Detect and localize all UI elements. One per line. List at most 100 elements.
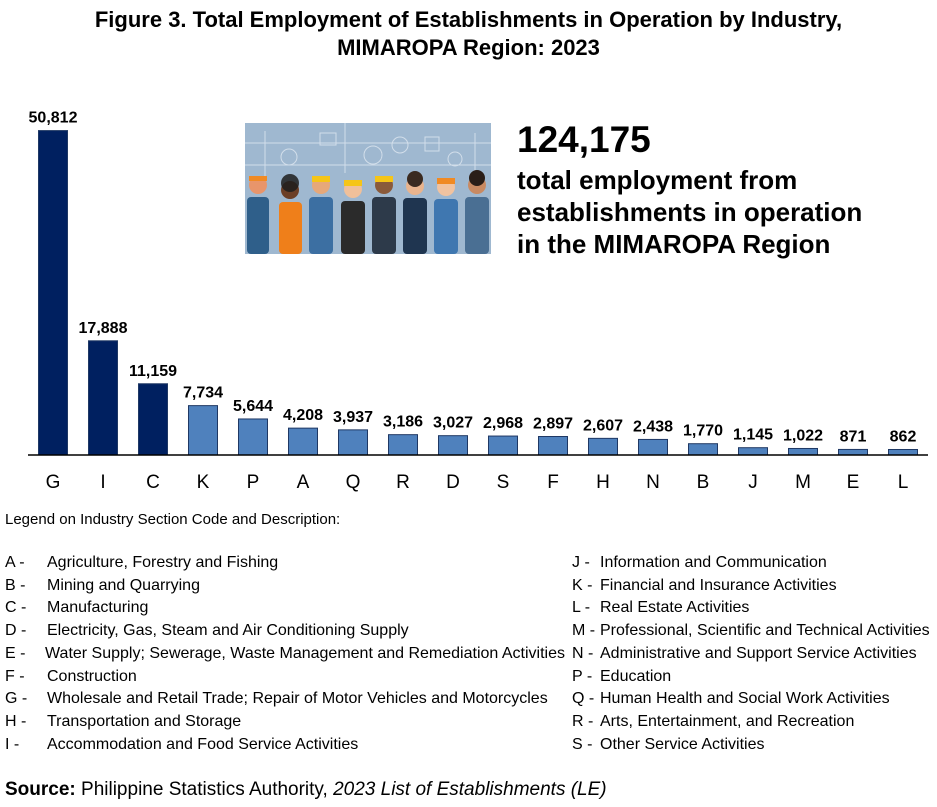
legend-item: N - Administrative and Support Service Ac… (572, 643, 932, 666)
data-label-Q: 3,937 (333, 409, 373, 426)
bar-chart: 50,812 G 17,888 I 11,159 C 7,734 K 5,644 P 4,208 A 3… (28, 110, 928, 493)
callout-line1: total employment from (517, 165, 798, 195)
legend-description: Accommodation and Food Service Activitie… (47, 735, 359, 753)
data-label-D: 3,027 (433, 415, 473, 432)
chart-title-line1: Figure 3. Total Employment of Establishm… (94, 7, 843, 32)
legend-code: J - (572, 554, 590, 571)
bar-M (788, 447, 818, 456)
data-label-L: 862 (890, 428, 917, 445)
x-tick-label-C: C (146, 472, 160, 493)
legend-code: P - (572, 667, 593, 685)
chart-title: Figure 3. Total Employment of Establishm… (0, 6, 937, 62)
bar-D (438, 435, 468, 456)
legend-code: K - (572, 576, 593, 594)
legend-description: Construction (47, 667, 137, 685)
legend-code: F - (5, 667, 25, 685)
bar-R (388, 434, 418, 456)
bar-S (488, 435, 518, 456)
legend-item: I - Accommodation and Food Service Activi… (5, 734, 565, 757)
legend-description: Professional, Scientific and Technical A… (600, 622, 930, 640)
x-tick-label-N: N (646, 472, 660, 493)
legend-left-column: A - Agriculture, Forestry and Fishing B - M… (5, 552, 565, 756)
x-tick-label-R: R (396, 472, 410, 493)
bar-L (888, 448, 918, 456)
legend-code: B - (5, 576, 26, 594)
total-employment-callout: 124,175 total employment from establishm… (517, 120, 862, 260)
legend-description: Real Estate Activities (600, 599, 750, 617)
x-tick-label-I: I (100, 472, 105, 493)
legend-item: F - Construction (5, 666, 565, 689)
x-tick-label-F: F (547, 472, 559, 493)
x-tick-label-J: J (748, 472, 758, 493)
data-label-H: 2,607 (583, 417, 623, 434)
legend-item: K - Financial and Insurance Activities (572, 575, 932, 598)
legend-code: I - (5, 735, 20, 753)
bar-F (538, 436, 568, 456)
legend-description: Financial and Insurance Activities (600, 576, 837, 594)
data-label-B: 1,770 (683, 423, 723, 440)
bar-J (738, 447, 768, 456)
legend-item: A - Agriculture, Forestry and Fishing (5, 552, 565, 575)
x-tick-label-B: B (697, 472, 710, 493)
legend-code: G - (5, 690, 28, 708)
legend-description: Information and Communication (600, 554, 827, 571)
legend-code: H - (5, 712, 27, 730)
legend-description: Administrative and Support Service Activ… (600, 644, 917, 662)
x-tick-label-G: G (46, 472, 61, 493)
legend-item: D - Electricity, Gas, Steam and Air Condi… (5, 620, 565, 643)
bar-E (838, 448, 868, 456)
legend-code: N - (572, 644, 594, 662)
legend-description: Electricity, Gas, Steam and Air Conditio… (47, 622, 409, 640)
data-label-R: 3,186 (383, 414, 423, 431)
source-note: Source: Philippine Statistics Authority,… (5, 779, 607, 801)
total-employment-value: 124,175 (517, 119, 651, 160)
source-agency: Philippine Statistics Authority, (81, 779, 328, 800)
bar-N (638, 438, 668, 456)
x-tick-label-S: S (497, 472, 510, 493)
bar-B (688, 443, 718, 456)
bar-A (288, 427, 318, 456)
x-tick-label-E: E (847, 472, 860, 493)
legend-item: R - Arts, Entertainment, and Recreation (572, 711, 932, 734)
legend-right-column: J - Information and Communication K - Finan… (572, 552, 932, 756)
legend-code: C - (5, 599, 27, 617)
x-tick-label-H: H (596, 472, 610, 493)
legend-code: D - (5, 622, 27, 640)
legend-description: Education (600, 667, 672, 685)
source-publication: 2023 List of Establishments (LE) (333, 779, 607, 800)
legend-item: S - Other Service Activities (572, 734, 932, 757)
legend-item: B - Mining and Quarrying (5, 575, 565, 598)
legend-item: Q - Human Health and Social Work Activiti… (572, 688, 932, 711)
legend-item: H - Transportation and Storage (5, 711, 565, 734)
x-tick-label-P: P (247, 472, 260, 493)
legend-code: S - (572, 735, 593, 753)
workers-illustration (245, 123, 491, 254)
x-tick-label-A: A (297, 472, 310, 493)
source-label: Source: (5, 779, 76, 800)
data-label-C: 11,159 (129, 363, 177, 380)
x-tick-label-D: D (446, 472, 460, 493)
x-tick-label-Q: Q (346, 472, 361, 493)
legend-item: P - Education (572, 666, 932, 689)
data-label-P: 5,644 (233, 398, 273, 415)
data-label-K: 7,734 (183, 385, 223, 402)
bar-P (238, 418, 268, 456)
data-label-G: 50,812 (29, 110, 78, 127)
chart-title-line2: MIMAROPA Region: 2023 (337, 35, 600, 60)
legend-item: C - Manufacturing (5, 597, 565, 620)
total-employment-description: total employment from establishments in … (517, 164, 862, 260)
bar-C (138, 383, 168, 456)
legend-item: G - Wholesale and Retail Trade; Repair of… (5, 688, 565, 711)
legend-code: A - (5, 554, 25, 571)
data-label-J: 1,145 (733, 427, 773, 444)
legend-item: E - Water Supply; Sewerage, Waste Managem… (5, 643, 565, 666)
bar-I (88, 340, 118, 456)
legend-code: M - (572, 622, 596, 640)
legend-description: Mining and Quarrying (47, 576, 200, 594)
legend-code: E - (5, 644, 26, 662)
legend-code: R - (572, 712, 594, 730)
data-label-E: 871 (840, 428, 867, 445)
x-tick-label-M: M (795, 472, 811, 493)
data-label-S: 2,968 (483, 415, 523, 432)
legend-item: M - Professional, Scientific and Technica… (572, 620, 932, 643)
